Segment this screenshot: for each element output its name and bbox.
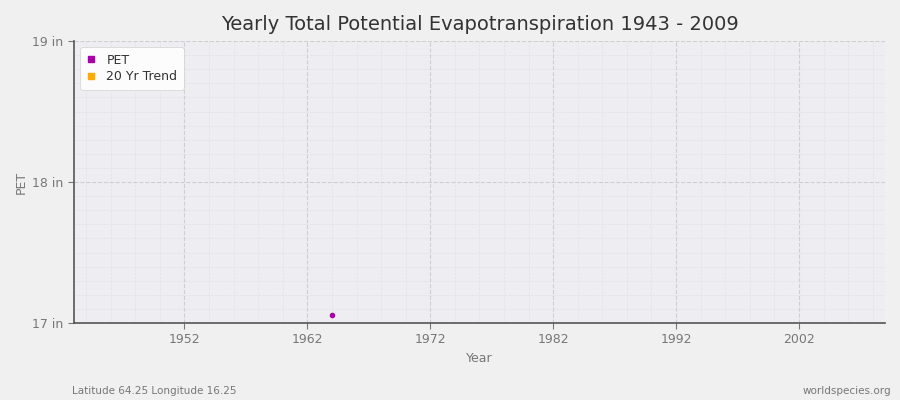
Text: Latitude 64.25 Longitude 16.25: Latitude 64.25 Longitude 16.25 xyxy=(72,386,237,396)
Text: worldspecies.org: worldspecies.org xyxy=(803,386,891,396)
Legend: PET, 20 Yr Trend: PET, 20 Yr Trend xyxy=(80,47,184,90)
Title: Yearly Total Potential Evapotranspiration 1943 - 2009: Yearly Total Potential Evapotranspiratio… xyxy=(220,15,738,34)
X-axis label: Year: Year xyxy=(466,352,492,365)
Y-axis label: PET: PET xyxy=(15,170,28,194)
